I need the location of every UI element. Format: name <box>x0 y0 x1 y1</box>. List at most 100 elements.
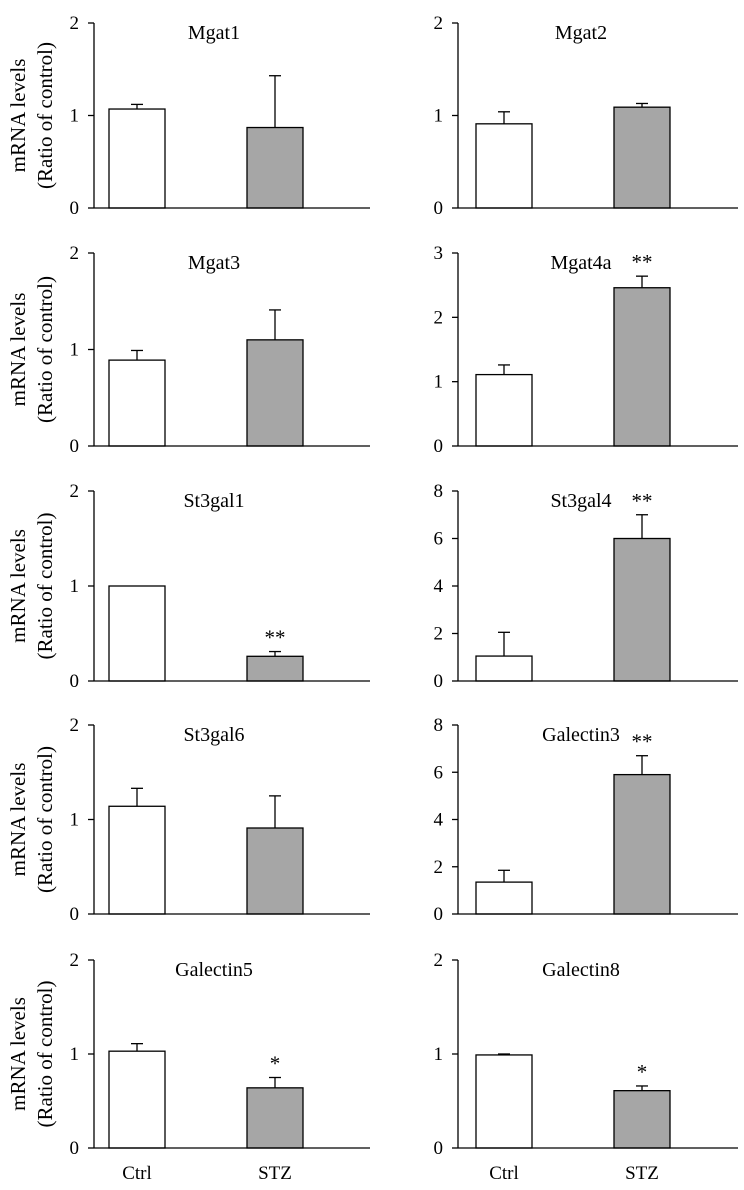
y-tick-label: 2 <box>434 857 444 878</box>
bar-ctrl <box>475 1054 533 1149</box>
y-tick-label: 4 <box>434 810 444 831</box>
y-axis-label: mRNA levels (Ratio of control) <box>6 42 57 189</box>
y-tick-label: 1 <box>434 1044 444 1065</box>
y-tick-label: 1 <box>70 106 80 127</box>
panel-st3gal6: 0 1 2 St3gal6 mRNA levels (Ratio of control) <box>6 715 370 925</box>
x-category-label: Ctrl <box>122 1163 152 1184</box>
y-tick-label: 0 <box>70 671 80 692</box>
y-tick-label: 1 <box>434 372 444 393</box>
bar-stz <box>246 1087 304 1149</box>
y-axis-label: mRNA levels (Ratio of control) <box>6 276 57 423</box>
y-tick-label: 1 <box>434 106 444 127</box>
panel-mgat4a: ** 0 1 2 3 Mgat4a <box>434 243 738 457</box>
panel-title: Galectin8 <box>542 959 620 981</box>
bar-stz <box>613 106 671 209</box>
y-axis-label-line2: (Ratio of control) <box>33 276 57 423</box>
panel-st3gal1: ** 0 1 2 St3gal1 mRNA levels (Ratio of control… <box>6 481 370 692</box>
y-tick-label: 1 <box>70 576 80 597</box>
y-tick-label: 8 <box>434 481 444 502</box>
bar-stz <box>613 773 671 915</box>
y-axis-label-line2: (Ratio of control) <box>33 42 57 189</box>
significance-mark: ** <box>632 730 653 754</box>
bar-ctrl <box>475 655 533 682</box>
panel-title: St3gal6 <box>183 724 244 746</box>
y-axis-label: mRNA levels (Ratio of control) <box>6 981 57 1128</box>
y-axis-label-line1: mRNA levels <box>6 59 30 173</box>
y-tick-label: 2 <box>70 715 80 736</box>
bar-ctrl <box>108 108 166 209</box>
y-tick-label: 0 <box>70 904 80 925</box>
bar-stz <box>246 655 304 682</box>
y-tick-label: 2 <box>434 307 444 328</box>
panel-galectin3: ** 0 2 4 6 8 Galectin3 <box>434 715 738 925</box>
y-tick-label: 0 <box>434 436 444 457</box>
significance-mark: ** <box>265 626 286 650</box>
bar-ctrl <box>108 585 166 682</box>
panel-st3gal4: ** 0 2 4 6 8 St3gal4 <box>434 481 738 692</box>
panel-title: St3gal4 <box>550 490 611 512</box>
panel-title: St3gal1 <box>183 490 244 512</box>
y-tick-label: 1 <box>70 1044 80 1065</box>
bar-stz <box>246 827 304 915</box>
y-tick-label: 1 <box>70 340 80 361</box>
y-tick-label: 6 <box>434 762 444 783</box>
y-tick-label: 0 <box>70 198 80 219</box>
y-axis-label-line1: mRNA levels <box>6 293 30 407</box>
panel-title: Mgat1 <box>188 22 240 44</box>
y-axis-label-line1: mRNA levels <box>6 763 30 877</box>
bar-stz <box>613 287 671 447</box>
y-tick-label: 0 <box>434 198 444 219</box>
y-tick-label: 0 <box>70 1138 80 1159</box>
y-axis-label-line2: (Ratio of control) <box>33 513 57 660</box>
bar-stz <box>246 126 304 209</box>
x-category-label: STZ <box>625 1163 659 1184</box>
panel-galectin5: * 0 1 2 Galectin5 mRNA levels (Ratio of contro… <box>6 950 370 1159</box>
y-axis-label-line2: (Ratio of control) <box>33 746 57 893</box>
panel-title: Galectin3 <box>542 724 620 746</box>
y-tick-label: 0 <box>434 671 444 692</box>
y-tick-label: 2 <box>70 243 80 264</box>
y-tick-label: 2 <box>434 950 444 971</box>
significance-mark: * <box>270 1052 281 1076</box>
y-tick-label: 1 <box>70 810 80 831</box>
bar-ctrl <box>108 805 166 915</box>
bar-ctrl <box>475 123 533 209</box>
panel-title: Mgat3 <box>188 252 240 274</box>
y-tick-label: 2 <box>434 624 444 645</box>
y-tick-label: 4 <box>434 576 444 597</box>
y-axis-label-line1: mRNA levels <box>6 529 30 643</box>
panel-mgat2: 0 1 2 Mgat2 <box>434 13 738 219</box>
y-tick-label: 8 <box>434 715 444 736</box>
significance-mark: * <box>637 1060 648 1084</box>
bar-ctrl <box>108 359 166 447</box>
y-tick-label: 6 <box>434 529 444 550</box>
y-tick-label: 2 <box>434 13 444 34</box>
bar-stz <box>613 1090 671 1149</box>
significance-mark: ** <box>632 250 653 274</box>
panel-galectin8: * 0 1 2 Galectin8 <box>434 950 738 1159</box>
y-axis-label: mRNA levels (Ratio of control) <box>6 746 57 893</box>
y-tick-label: 0 <box>434 1138 444 1159</box>
y-tick-label: 0 <box>434 904 444 925</box>
x-category-label: STZ <box>258 1163 292 1184</box>
y-tick-label: 2 <box>70 481 80 502</box>
bar-ctrl <box>475 373 533 447</box>
panel-title: Mgat2 <box>555 22 607 44</box>
x-category-label: Ctrl <box>489 1163 519 1184</box>
y-tick-label: 0 <box>70 436 80 457</box>
panel-title: Galectin5 <box>175 959 253 981</box>
y-axis-label: mRNA levels (Ratio of control) <box>6 513 57 660</box>
y-axis-label-line1: mRNA levels <box>6 997 30 1111</box>
significance-mark: ** <box>632 489 653 513</box>
panel-mgat1: 0 1 2 Mgat1 mRNA levels (Ratio of control) <box>6 13 370 219</box>
panel-mgat3: 0 1 2 Mgat3 mRNA levels (Ratio of control) <box>6 243 370 457</box>
y-axis-label-line2: (Ratio of control) <box>33 981 57 1128</box>
bar-stz <box>246 339 304 447</box>
bar-stz <box>613 537 671 682</box>
y-tick-label: 2 <box>70 13 80 34</box>
y-tick-label: 2 <box>70 950 80 971</box>
y-tick-label: 3 <box>434 243 444 264</box>
panel-title: Mgat4a <box>550 252 611 274</box>
bar-ctrl <box>475 881 533 915</box>
